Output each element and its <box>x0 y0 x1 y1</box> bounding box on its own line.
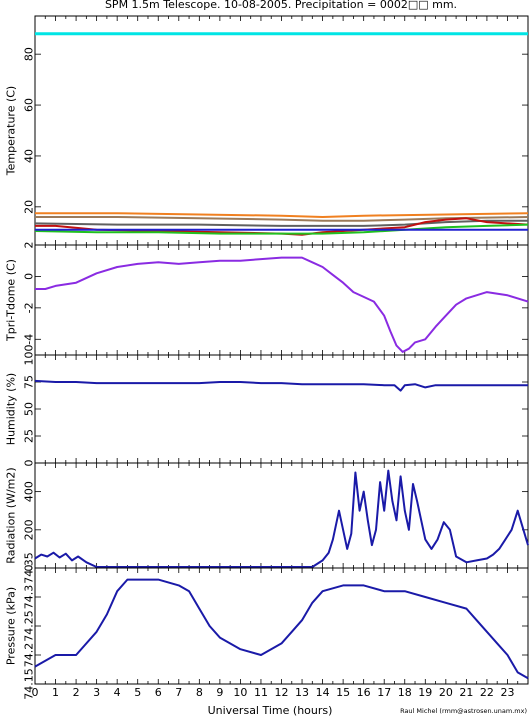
y-tick-label: 75 <box>23 375 36 389</box>
x-tick-label: 14 <box>316 686 330 699</box>
panel-frame-temperature <box>34 15 529 246</box>
panel-frame-pressure <box>34 567 529 685</box>
x-tick-label: 1 <box>52 686 59 699</box>
panel-tpri-tdome: 2 0 -2 -4 Tpri-Tdome (C) <box>5 242 529 356</box>
y-tick-label: 74.3 <box>23 585 36 610</box>
y-tick-label: 0 <box>23 565 36 572</box>
y-tick-label: 20 <box>23 200 36 214</box>
y-axis-label-temperature: Temperature (C) <box>5 86 18 176</box>
panel-frame-humidity <box>34 354 529 464</box>
x-tick-label: 8 <box>196 686 203 699</box>
y-axis-label-pressure: Pressure (kPa) <box>5 587 18 665</box>
chart-title: SPM 1.5m Telescope. 10-08-2005. Precipit… <box>105 0 457 11</box>
x-tick-label: 10 <box>233 686 247 699</box>
series-line-humidity-0 <box>34 379 528 392</box>
y-tick-label: 60 <box>23 98 36 112</box>
x-tick-label: 6 <box>155 686 162 699</box>
x-tick-label: 3 <box>93 686 100 699</box>
x-axis-label: Universal Time (hours) <box>208 704 333 717</box>
x-tick-label: 9 <box>216 686 223 699</box>
x-tick-label: 7 <box>175 686 182 699</box>
y-tick-label: -4 <box>23 334 36 345</box>
x-tick-label: 12 <box>275 686 289 699</box>
x-tick-label: 19 <box>418 686 432 699</box>
series-line-temperature-2 <box>35 216 529 222</box>
x-tick-label: 15 <box>336 686 350 699</box>
y-tick-label: 50 <box>23 402 36 416</box>
x-tick-label: 0 <box>32 686 39 699</box>
x-axis-ticks: 0 1 2 3 4 5 6 7 8 9 10 11 12 13 14 15 16 17 18 19 20 21 22 23 <box>32 686 515 699</box>
y-tick-label: 40 <box>23 149 36 163</box>
y-tick-label: -2 <box>23 302 36 313</box>
x-tick-label: 22 <box>480 686 494 699</box>
y-axis-label-tpri-tdome: Tpri-Tdome (C) <box>5 259 18 342</box>
x-tick-label: 23 <box>500 686 514 699</box>
y-tick-label: 100 <box>23 345 36 366</box>
x-tick-label: 4 <box>114 686 121 699</box>
series-line-radiation-0 <box>34 469 529 568</box>
series-line-temperature-5 <box>34 223 529 235</box>
panel-frame-radiation <box>34 462 529 569</box>
y-tick-label: 2 <box>23 242 36 249</box>
panel-humidity: 100 75 50 25 0 Humidity (%) <box>5 345 529 467</box>
x-tick-label: 16 <box>357 686 371 699</box>
x-tick-label: 21 <box>459 686 473 699</box>
x-tick-label: 18 <box>398 686 412 699</box>
panel-temperature: 20 40 60 80 Temperature (C) <box>5 15 529 246</box>
series-line-tpri-tdome-0 <box>35 256 529 353</box>
panel-radiation: 400 200 0 Radiation (W/m2) <box>5 462 529 572</box>
y-tick-label: 400 <box>23 481 36 502</box>
y-tick-label: 74.15 <box>23 668 36 700</box>
y-tick-label: 74.2 <box>23 643 36 668</box>
y-tick-label: 0 <box>23 273 36 280</box>
y-tick-label: 0 <box>23 460 36 467</box>
x-tick-label: 13 <box>295 686 309 699</box>
series-line-pressure-0 <box>34 578 529 680</box>
y-tick-label: 74.35 <box>23 552 36 584</box>
x-tick-label: 2 <box>73 686 80 699</box>
x-tick-label: 20 <box>439 686 453 699</box>
panel-frame-tpri-tdome <box>34 244 529 356</box>
y-tick-label: 200 <box>23 519 36 540</box>
x-tick-label: 11 <box>254 686 268 699</box>
y-axis-label-radiation: Radiation (W/m2) <box>5 467 18 563</box>
author-credit: Raul Michel (rmm@astrosen.unam.mx) <box>400 707 527 715</box>
y-tick-label: 80 <box>23 47 36 61</box>
y-tick-label: 74.25 <box>23 610 36 642</box>
y-axis-label-humidity: Humidity (%) <box>5 373 18 445</box>
series-line-temperature-3 <box>34 219 528 227</box>
series-line-temperature-1 <box>35 212 529 218</box>
x-tick-label: 17 <box>377 686 391 699</box>
y-tick-label: 25 <box>23 429 36 443</box>
x-tick-label: 5 <box>134 686 141 699</box>
